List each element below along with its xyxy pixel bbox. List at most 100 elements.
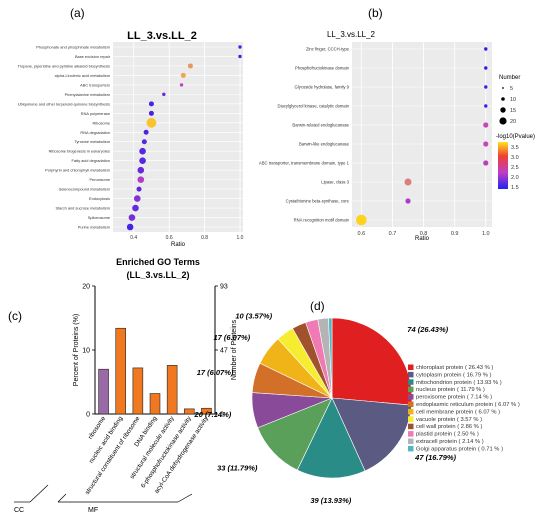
panel-b-size-legend-dot [501, 97, 505, 101]
panel-a-term-label: Tropane, piperidine and pyridine alkaloi… [18, 63, 110, 68]
panel-c-bar [201, 407, 212, 415]
panel-a-point [180, 72, 186, 78]
panel-b-x-tick: 0.7 [389, 231, 397, 237]
panel-d-legend-label: peroxisome protein ( 7.14 % ) [416, 395, 492, 401]
panel-b-size-legend-dot [502, 87, 504, 89]
panel-a-term-label: Base excision repair [75, 54, 111, 59]
panel-a-point [162, 92, 166, 97]
panel-b-bubble-chart: LL_3.vs.LL_2 Zinc finger, CCCH-type Phosp… [259, 30, 535, 242]
panel-b-point [484, 47, 488, 51]
panel-label-d: (d) [310, 299, 325, 313]
panel-d-legend-swatch [408, 386, 414, 393]
panel-c-subtitle: (LL_3.vs.LL_2) [126, 270, 189, 280]
panel-b-color-bar [498, 142, 508, 189]
panel-b-color-tick: 2.5 [511, 165, 519, 171]
panel-a-point [179, 83, 184, 87]
panel-c-y-label: Percent of Proteins (%) [73, 314, 80, 386]
panel-b-term-labels: Zinc finger, CCCH-type Phosphofructokinas… [259, 47, 350, 223]
panel-a-points [126, 45, 242, 231]
panel-b-point [483, 122, 489, 128]
panel-a-term-label: Ribosome [92, 120, 110, 125]
panel-d-legend-label: cell wall protein ( 2.86 % ) [416, 424, 482, 430]
panel-d-legend-label: Golgi apparatus protein ( 0.71 % ) [416, 446, 503, 452]
panel-c-bar [132, 367, 144, 415]
panel-b-point [484, 66, 488, 70]
panel-d-slice [296, 397, 366, 479]
panel-d-legend-label: chloroplast protein ( 26.43 % ) [416, 365, 493, 371]
panel-a-point [141, 139, 147, 145]
panel-b-point [483, 160, 489, 166]
panel-d-legend-swatch [408, 364, 414, 370]
panel-d-legend-swatch [408, 394, 414, 400]
panel-b-color-tick: 3.5 [511, 145, 519, 151]
panel-a-point [148, 101, 154, 107]
panel-b-x-tick: 1.0 [482, 231, 490, 237]
panel-d-legend-swatch [408, 401, 414, 407]
panel-a-point [143, 129, 149, 135]
panel-c-bar [98, 368, 109, 415]
panel-a-x-ticks: 0.4 0.6 0.8 1.0 [130, 235, 243, 241]
panel-a-plot-area [113, 42, 243, 232]
panel-a-point [128, 214, 136, 221]
panel-b-size-legend-dot [500, 107, 506, 113]
panel-d-legend-label: endoplasmic reticulum protein ( 6.07 % ) [416, 402, 520, 408]
panel-d-slice-label: 20 (7.14%) [194, 410, 232, 419]
panel-a-term-label: Ubiquinone and other terpenoid-quinone b… [18, 101, 110, 106]
panel-c-group-cc: CC [14, 507, 24, 514]
panel-a-bubble-chart: LL_3.vs.LL_2 Phosphonate and phosphinate… [18, 30, 244, 248]
panel-a-term-label: Porphyrin and chlorophyll metabolism [45, 168, 110, 173]
panel-b-term-label: Barwin-related endoglucanase [292, 123, 349, 128]
panel-c-group-brackets: CC MF [14, 484, 193, 514]
panel-b-term-label: Phosphofructokinase domain [295, 66, 350, 71]
panel-a-x-tick: 0.4 [130, 235, 137, 241]
panel-d-slice [331, 317, 413, 406]
panel-c-bracket-cc-diag [29, 484, 49, 503]
panel-a-term-label: ABC transporters [80, 82, 110, 87]
panel-a-term-label: RNA degradation [80, 130, 110, 135]
panel-a-x-tick: 0.8 [201, 235, 208, 241]
panel-b-size-legend-dot [499, 117, 507, 125]
panel-a-point [132, 204, 139, 212]
panel-d-legend-label: plastid protein ( 2.50 % ) [416, 432, 479, 438]
panel-b-color-tick: 1.5 [511, 185, 519, 191]
panel-a-point [146, 117, 157, 128]
panel-c-y-tick-label-right: 47 [220, 348, 228, 355]
panel-a-term-label: RNA polymerase [81, 111, 110, 116]
panel-b-term-label: RNA recognition motif domain [294, 218, 350, 223]
panel-b-term-label: Zinc finger, CCCH-type [306, 47, 350, 52]
panel-d-slice-label: 33 (11.79%) [217, 464, 258, 473]
panel-a-term-label: Selenocompound metabolism [59, 187, 110, 192]
panel-d-slice-label: 39 (13.93%) [310, 496, 351, 505]
panel-b-term-label: Glycoside hydrolase, family 9 [295, 85, 350, 90]
panel-a-term-label: Spliceosome [88, 215, 110, 220]
panel-b-grid [352, 42, 492, 227]
panel-c-title: Enriched GO Terms [116, 257, 200, 267]
panel-a-point [238, 54, 242, 59]
panel-c-bars [98, 327, 212, 415]
panel-a-term-label: Phosphonate and phosphinate metabolism [36, 45, 110, 50]
panel-a-grid [113, 42, 243, 232]
panel-b-size-legend-label: 5 [510, 86, 513, 92]
panel-b-point [483, 141, 489, 147]
panel-a-term-label: Phenylalanine metabolism [65, 92, 110, 97]
panel-d-legend-swatch [408, 445, 414, 452]
panel-d-legend-label: mitochondrion protein ( 13.93 % ) [416, 380, 502, 386]
panel-a-point [238, 45, 242, 49]
panel-a-point [137, 166, 145, 174]
panel-a-term-label: alpha-Linolenic acid metabolism [55, 73, 110, 78]
panel-b-term-label: Cystathionine beta-synthase, core [286, 199, 350, 204]
panel-c-y-label-right: Number of Proteins [231, 319, 238, 380]
panel-d-legend-label: nucleus protein ( 11.79 % ) [416, 387, 485, 393]
panel-a-point [187, 63, 193, 69]
panel-d-legend-swatch [408, 431, 414, 437]
panel-c-y-tick-label: 10 [82, 348, 90, 355]
panel-a-point [126, 223, 134, 231]
panel-b-point [484, 85, 488, 89]
panel-c-group-mf: MF [88, 507, 98, 514]
panel-c-bar-chart: Enriched GO Terms (LL_3.vs.LL_2) 0 10 20 0 4… [14, 257, 238, 514]
panel-b-x-tick: 0.8 [420, 231, 428, 237]
panel-b-x-label: Ratio [415, 236, 430, 242]
panel-b-size-legend-label: 15 [510, 108, 516, 114]
panel-d-legend-label: cytoplasm protein ( 16.79 % ) [416, 372, 491, 378]
